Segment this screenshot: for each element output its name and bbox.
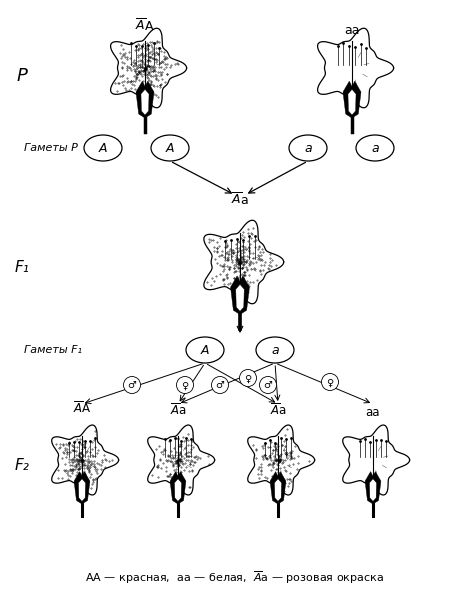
- Polygon shape: [170, 472, 186, 504]
- Text: F₂: F₂: [15, 457, 29, 472]
- Polygon shape: [270, 472, 286, 504]
- Text: $\overline{A}$а: $\overline{A}$а: [269, 402, 286, 418]
- Text: А: А: [166, 141, 174, 155]
- Text: аа: аа: [366, 405, 380, 418]
- Polygon shape: [317, 28, 394, 107]
- Polygon shape: [52, 425, 119, 495]
- Polygon shape: [369, 479, 376, 501]
- Ellipse shape: [256, 337, 294, 363]
- Polygon shape: [136, 81, 154, 118]
- Ellipse shape: [84, 135, 122, 161]
- Text: ♂: ♂: [128, 380, 137, 390]
- Text: F₁: F₁: [15, 260, 29, 275]
- Polygon shape: [141, 90, 149, 115]
- Ellipse shape: [186, 337, 224, 363]
- Text: P: P: [16, 67, 27, 85]
- Polygon shape: [365, 472, 381, 504]
- Ellipse shape: [289, 135, 327, 161]
- Text: а: а: [304, 141, 312, 155]
- Circle shape: [211, 377, 228, 393]
- Circle shape: [239, 370, 257, 386]
- Text: ♂: ♂: [216, 380, 224, 390]
- Text: $\overline{A}$а: $\overline{A}$а: [231, 192, 249, 208]
- Polygon shape: [348, 90, 356, 115]
- Text: АА — красная,  аа — белая,  $\overline{A}$а — розовая окраска: АА — красная, аа — белая, $\overline{A}$…: [85, 570, 385, 586]
- Polygon shape: [230, 276, 250, 315]
- Circle shape: [260, 377, 276, 393]
- Circle shape: [123, 377, 140, 393]
- Polygon shape: [148, 425, 215, 495]
- Text: ♂: ♂: [264, 380, 272, 390]
- Text: $\overline{A}$A: $\overline{A}$A: [135, 18, 155, 34]
- Polygon shape: [343, 81, 361, 118]
- Polygon shape: [111, 28, 187, 107]
- Text: А: А: [201, 343, 209, 356]
- Ellipse shape: [151, 135, 189, 161]
- Text: ♀: ♀: [181, 380, 188, 390]
- Text: А: А: [99, 141, 107, 155]
- Text: а: а: [271, 343, 279, 356]
- Polygon shape: [174, 479, 181, 501]
- Polygon shape: [275, 479, 282, 501]
- Text: ♀: ♀: [244, 374, 252, 383]
- Ellipse shape: [356, 135, 394, 161]
- Polygon shape: [248, 425, 315, 495]
- Text: Гаметы F₁: Гаметы F₁: [24, 345, 82, 355]
- Circle shape: [177, 377, 194, 393]
- Text: $\overline{A}$А: $\overline{A}$А: [73, 400, 91, 416]
- Text: $\overline{A}$а: $\overline{A}$а: [170, 402, 187, 418]
- Text: ♀: ♀: [326, 377, 333, 387]
- Text: Гаметы P: Гаметы P: [24, 143, 78, 153]
- Text: аа: аа: [344, 23, 360, 36]
- Polygon shape: [343, 425, 410, 495]
- Polygon shape: [236, 284, 244, 312]
- Polygon shape: [79, 479, 86, 501]
- Polygon shape: [74, 472, 90, 504]
- Polygon shape: [204, 220, 284, 304]
- Circle shape: [322, 374, 339, 390]
- Text: а: а: [371, 141, 379, 155]
